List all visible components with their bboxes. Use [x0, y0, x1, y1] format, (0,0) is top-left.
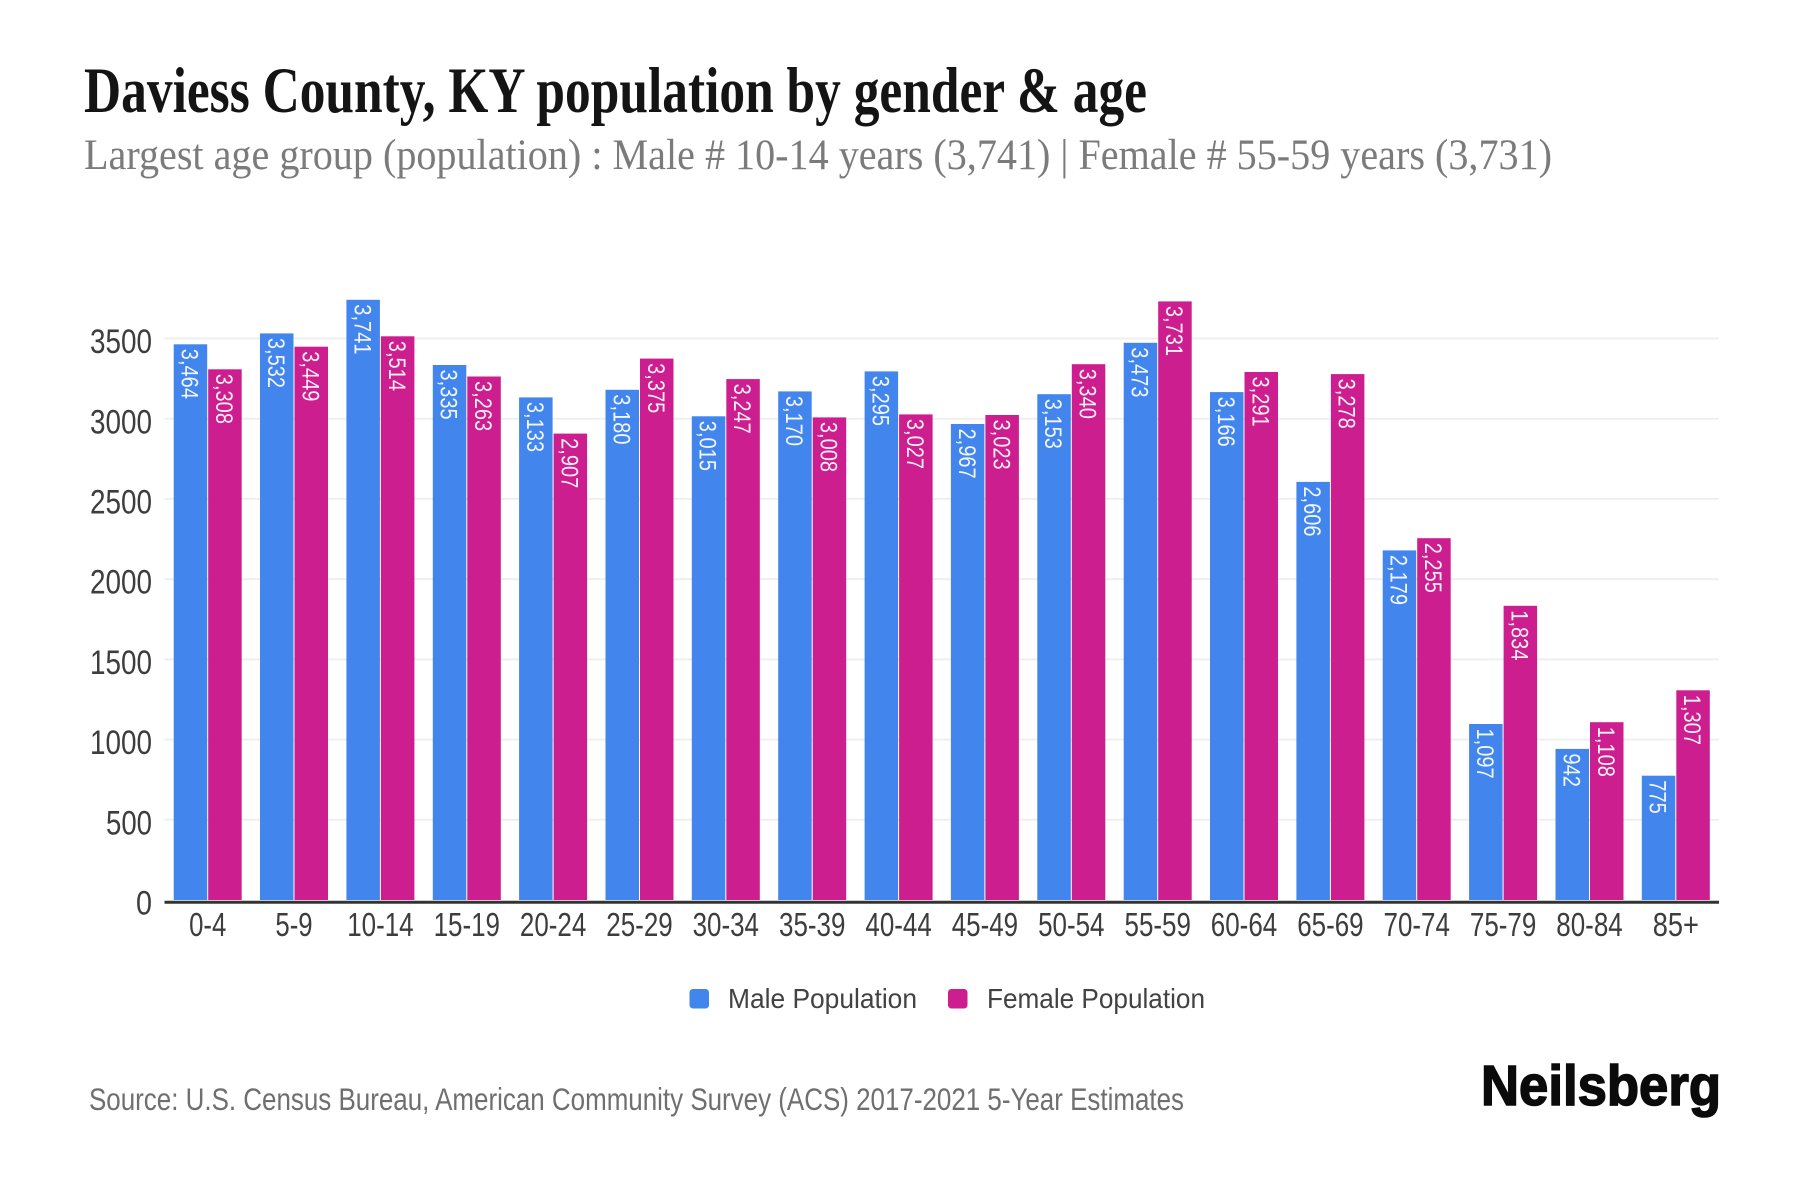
svg-text:45-49: 45-49: [952, 906, 1018, 943]
svg-text:3,008: 3,008: [815, 422, 842, 472]
svg-text:3,133: 3,133: [521, 402, 548, 452]
svg-text:Neilsberg: Neilsberg: [1481, 1054, 1721, 1118]
svg-text:3,170: 3,170: [780, 396, 807, 446]
svg-text:3,741: 3,741: [348, 304, 375, 354]
svg-text:30-34: 30-34: [693, 906, 759, 943]
svg-text:3,340: 3,340: [1074, 369, 1101, 419]
svg-text:10-14: 10-14: [347, 906, 413, 943]
svg-text:3,449: 3,449: [296, 351, 323, 401]
svg-text:1,097: 1,097: [1471, 729, 1498, 779]
svg-text:Male Population: Male Population: [728, 983, 917, 1014]
svg-text:80-84: 80-84: [1556, 906, 1622, 943]
svg-text:500: 500: [106, 804, 152, 842]
svg-text:20-24: 20-24: [520, 906, 586, 943]
svg-text:55-59: 55-59: [1125, 906, 1191, 943]
svg-text:Daviess County, KY population: Daviess County, KY population by gender …: [84, 55, 1147, 127]
svg-text:1,834: 1,834: [1505, 610, 1532, 660]
svg-text:70-74: 70-74: [1384, 906, 1450, 943]
svg-text:3,335: 3,335: [435, 370, 462, 420]
svg-text:0: 0: [136, 885, 152, 923]
svg-text:2,907: 2,907: [556, 438, 583, 488]
svg-text:3,473: 3,473: [1126, 347, 1153, 397]
svg-text:2500: 2500: [90, 484, 152, 522]
svg-text:3,027: 3,027: [901, 419, 928, 469]
svg-text:1,108: 1,108: [1592, 727, 1619, 777]
svg-text:0-4: 0-4: [189, 906, 226, 943]
svg-text:3,180: 3,180: [607, 394, 634, 444]
svg-text:3,291: 3,291: [1246, 377, 1273, 427]
svg-text:Source: U.S. Census Bureau, Am: Source: U.S. Census Bureau, American Com…: [89, 1081, 1184, 1117]
svg-text:2,967: 2,967: [953, 429, 980, 479]
svg-text:65-69: 65-69: [1297, 906, 1363, 943]
svg-text:3,247: 3,247: [728, 384, 755, 434]
svg-text:1,307: 1,307: [1678, 695, 1705, 745]
svg-text:2,179: 2,179: [1385, 555, 1412, 605]
svg-text:5-9: 5-9: [275, 906, 312, 943]
svg-text:3500: 3500: [90, 323, 152, 361]
svg-text:3,308: 3,308: [210, 374, 237, 424]
svg-text:3,295: 3,295: [866, 376, 893, 426]
svg-text:40-44: 40-44: [865, 906, 931, 943]
svg-text:3,514: 3,514: [383, 341, 410, 391]
svg-text:2,606: 2,606: [1298, 486, 1325, 536]
svg-text:3,532: 3,532: [262, 338, 289, 388]
svg-text:775: 775: [1644, 780, 1671, 814]
svg-text:1000: 1000: [90, 724, 152, 762]
svg-text:15-19: 15-19: [434, 906, 500, 943]
svg-text:Largest age group (population): Largest age group (population) : Male # …: [84, 132, 1552, 179]
svg-text:3,263: 3,263: [469, 381, 496, 431]
svg-text:3,015: 3,015: [694, 421, 721, 471]
svg-text:3,153: 3,153: [1039, 399, 1066, 449]
svg-text:1500: 1500: [90, 644, 152, 682]
svg-text:60-64: 60-64: [1211, 906, 1277, 943]
svg-text:3,023: 3,023: [987, 420, 1014, 470]
svg-text:25-29: 25-29: [606, 906, 672, 943]
svg-text:3,731: 3,731: [1160, 306, 1187, 356]
svg-text:942: 942: [1557, 753, 1584, 787]
svg-text:3,464: 3,464: [176, 349, 203, 399]
svg-text:75-79: 75-79: [1470, 906, 1536, 943]
svg-text:35-39: 35-39: [779, 906, 845, 943]
svg-text:2,255: 2,255: [1419, 543, 1446, 593]
svg-text:Female Population: Female Population: [987, 983, 1205, 1014]
svg-text:85+: 85+: [1653, 906, 1699, 943]
svg-text:3,278: 3,278: [1333, 379, 1360, 429]
svg-text:3,375: 3,375: [642, 363, 669, 413]
svg-text:3,166: 3,166: [1212, 397, 1239, 447]
svg-text:3000: 3000: [90, 403, 152, 441]
svg-text:50-54: 50-54: [1038, 906, 1104, 943]
svg-text:2000: 2000: [90, 564, 152, 602]
